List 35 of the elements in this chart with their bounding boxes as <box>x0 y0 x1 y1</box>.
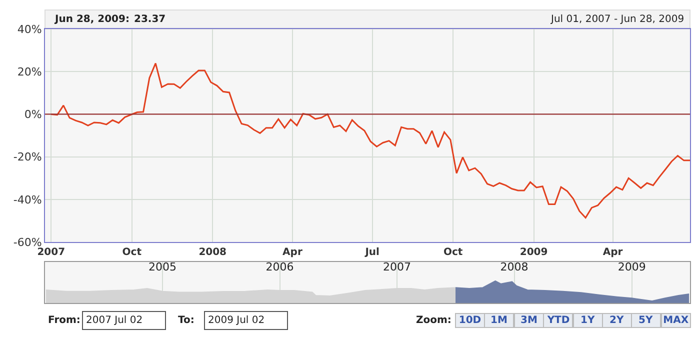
y-tick-label: 0% <box>24 108 42 122</box>
x-tick-label: Apr <box>282 247 302 258</box>
text: Jul 01, 2007 - Jun 28, 2009 <box>550 14 684 25</box>
y-tick-label: 40% <box>17 22 42 36</box>
text: MAX <box>663 315 689 326</box>
y-tick-label: -40% <box>13 193 42 206</box>
x-tick-label: 2009 <box>520 247 548 258</box>
x-tick-label: Jul <box>364 247 380 258</box>
text: 2009 Jul 02 <box>208 315 265 326</box>
x-tick-label: 2007 <box>37 247 66 258</box>
x-tick-label: 2008 <box>500 260 528 274</box>
text: 3M <box>520 315 538 326</box>
text: 23.37 <box>134 14 166 25</box>
y-tick-label: 20% <box>17 65 42 78</box>
x-tick-label: 2008 <box>198 247 227 258</box>
x-tick-label: 2006 <box>266 260 294 274</box>
text: Zoom: <box>416 315 452 326</box>
text: To: <box>178 315 194 326</box>
x-tick-label: 2009 <box>618 260 646 274</box>
text: 1M <box>490 315 508 326</box>
text: 1Y <box>580 315 596 326</box>
text: YTD <box>546 315 570 326</box>
text: 5Y <box>638 315 654 326</box>
text: 2Y <box>610 315 624 326</box>
y-tick-label: -60% <box>13 236 42 249</box>
text: 10D <box>458 315 482 326</box>
x-tick-label: 2005 <box>148 260 177 274</box>
text: Jun 28, 2009: <box>54 14 130 25</box>
x-tick-label: Apr <box>602 247 623 258</box>
x-tick-label: Oct <box>443 247 463 258</box>
text: 2007 Jul 02 <box>86 315 143 326</box>
x-tick-label: 2007 <box>383 260 412 274</box>
text: From: <box>48 315 80 326</box>
y-tick-label: -20% <box>13 150 42 164</box>
x-tick-label: Oct <box>122 247 142 258</box>
